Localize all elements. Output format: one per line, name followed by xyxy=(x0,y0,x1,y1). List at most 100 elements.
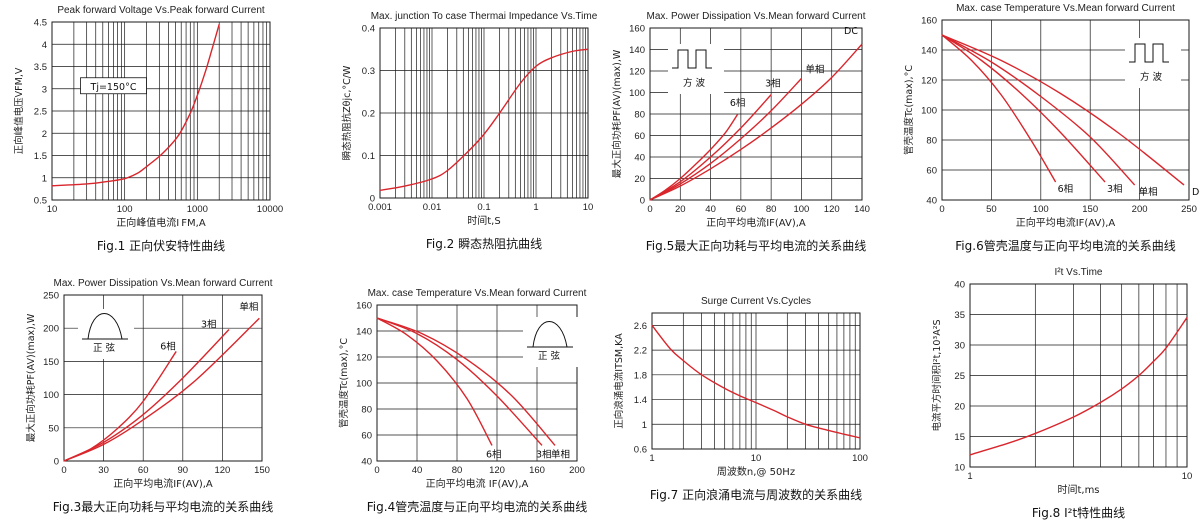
x-axis-label: 正向峰值电流I FM,A xyxy=(116,216,206,229)
y-tick-label: 1.8 xyxy=(634,370,647,381)
y-tick-label: 35 xyxy=(954,310,965,321)
chart-2: Max. junction To case Thermai Impedance … xyxy=(341,11,598,251)
y-tick-label: 100 xyxy=(43,390,59,401)
x-tick-label: 1 xyxy=(967,471,972,482)
x-tick-label: 120 xyxy=(489,465,505,476)
figure-caption: Fig.4管壳温度与正向平均电流的关系曲线 xyxy=(367,499,587,514)
series-line-6相 xyxy=(376,317,493,446)
y-tick-label: 60 xyxy=(926,166,937,177)
plot-frame xyxy=(651,312,861,450)
series-line-DC xyxy=(941,34,1185,186)
half-sine-wave-icon xyxy=(87,313,123,340)
y-tick-label: 120 xyxy=(921,76,937,87)
y-tick-label: 0.2 xyxy=(362,109,375,120)
y-tick-label: 2 xyxy=(42,129,47,140)
y-tick-label: 50 xyxy=(48,423,59,434)
waveform-label: 方 波 xyxy=(683,77,706,89)
y-tick-label: 40 xyxy=(954,280,965,291)
x-tick-label: 20 xyxy=(675,204,686,215)
x-tick-label: 1 xyxy=(533,202,538,213)
chart-3: Max. Power Dissipation Vs.Mean forward C… xyxy=(611,11,870,253)
y-tick-label: 80 xyxy=(634,110,645,121)
x-tick-label: 0 xyxy=(61,465,66,476)
chart-title: I²t Vs.Time xyxy=(1055,267,1103,278)
x-axis-label: 周波数n,@ 50Hz xyxy=(717,465,795,478)
x-tick-label: 250 xyxy=(1181,204,1197,215)
plot-frame xyxy=(649,27,863,201)
figure-caption: Fig.1 正向伏安特性曲线 xyxy=(97,238,225,253)
x-tick-label: 100 xyxy=(852,453,868,464)
figure-caption: Fig.3最大正向功耗与平均电流的关系曲线 xyxy=(53,499,273,514)
y-tick-label: 1 xyxy=(42,173,47,184)
grid xyxy=(379,27,588,199)
series-line-6相 xyxy=(941,34,1057,183)
y-tick-label: 15 xyxy=(954,432,965,443)
series-label: 单相 xyxy=(805,64,824,76)
x-tick-label: 10 xyxy=(1182,471,1193,482)
y-tick-label: 20 xyxy=(954,402,965,413)
series-label: 6相 xyxy=(160,340,176,352)
series-label: 3相 xyxy=(1107,183,1123,195)
y-tick-label: 30 xyxy=(954,341,965,352)
series-label: 6相 xyxy=(730,97,746,109)
x-tick-label: 1 xyxy=(649,453,654,464)
x-tick-label: 10000 xyxy=(257,204,283,215)
series-line-1 xyxy=(651,324,861,439)
plot-frame xyxy=(969,283,1188,468)
grid xyxy=(969,283,1187,468)
y-tick-label: 40 xyxy=(926,196,937,207)
series-label: DC xyxy=(1192,187,1200,198)
chart-title: Max. case Temperature Vs.Mean forward Cu… xyxy=(368,288,587,299)
y-tick-label: 1.4 xyxy=(634,395,647,406)
x-tick-label: 40 xyxy=(705,204,716,215)
plot-frame xyxy=(941,19,1190,201)
y-tick-label: 2.5 xyxy=(34,107,47,118)
annotation-box xyxy=(80,77,147,95)
x-tick-label: 1000 xyxy=(187,204,208,215)
y-tick-label: 0.1 xyxy=(362,151,375,162)
x-tick-label: 100 xyxy=(117,204,133,215)
y-tick-label: 100 xyxy=(921,106,937,117)
y-tick-label: 40 xyxy=(634,153,645,164)
y-tick-label: 0.5 xyxy=(34,196,47,207)
chart-5: Max. Power Dissipation Vs.Mean forward C… xyxy=(25,278,273,514)
waveform-label: 方 波 xyxy=(1140,71,1163,83)
x-tick-label: 0.1 xyxy=(477,202,490,213)
annotation-text: Tj=150°C xyxy=(90,82,137,93)
series-line-1 xyxy=(969,317,1188,456)
series-label: 单相 xyxy=(551,448,570,460)
series-label: 单相 xyxy=(1139,186,1158,198)
figure-caption: Fig.6管壳温度与正向平均电流的关系曲线 xyxy=(955,238,1175,253)
series-label: 单相 xyxy=(239,301,258,313)
x-tick-label: 60 xyxy=(736,204,747,215)
series-label: 6相 xyxy=(486,448,502,460)
series-line-3相 xyxy=(63,329,230,462)
y-tick-label: 80 xyxy=(361,405,372,416)
y-tick-label: 1 xyxy=(642,420,647,431)
grid xyxy=(51,21,270,201)
x-tick-label: 10 xyxy=(583,202,594,213)
y-axis-label: 最大正向功耗PF(AV)(max),W xyxy=(611,49,623,178)
x-tick-label: 90 xyxy=(178,465,189,476)
chart-title: Max. Power Dissipation Vs.Mean forward C… xyxy=(54,278,273,289)
y-tick-label: 200 xyxy=(43,324,59,335)
plot-frame xyxy=(379,27,589,199)
y-axis-label: 正向峰值电压VFM,V xyxy=(13,67,25,154)
y-tick-label: 80 xyxy=(926,136,937,147)
figure-caption: Fig.5最大正向功耗与平均电流的关系曲线 xyxy=(646,238,866,253)
y-axis-label: 管壳温度Tc(max),°C xyxy=(903,65,915,155)
square-wave-icon xyxy=(1129,43,1169,63)
y-tick-label: 120 xyxy=(629,67,645,78)
x-tick-label: 0.001 xyxy=(368,202,392,213)
y-tick-label: 0 xyxy=(370,194,375,205)
waveform-bg xyxy=(523,317,579,367)
y-tick-label: 4.5 xyxy=(34,18,47,29)
x-tick-label: 10 xyxy=(751,453,762,464)
waveform-label: 正 弦 xyxy=(93,342,116,354)
series-line-3相 xyxy=(376,317,543,446)
y-tick-label: 25 xyxy=(954,371,965,382)
x-tick-label: 0 xyxy=(647,204,652,215)
x-tick-label: 120 xyxy=(214,465,230,476)
